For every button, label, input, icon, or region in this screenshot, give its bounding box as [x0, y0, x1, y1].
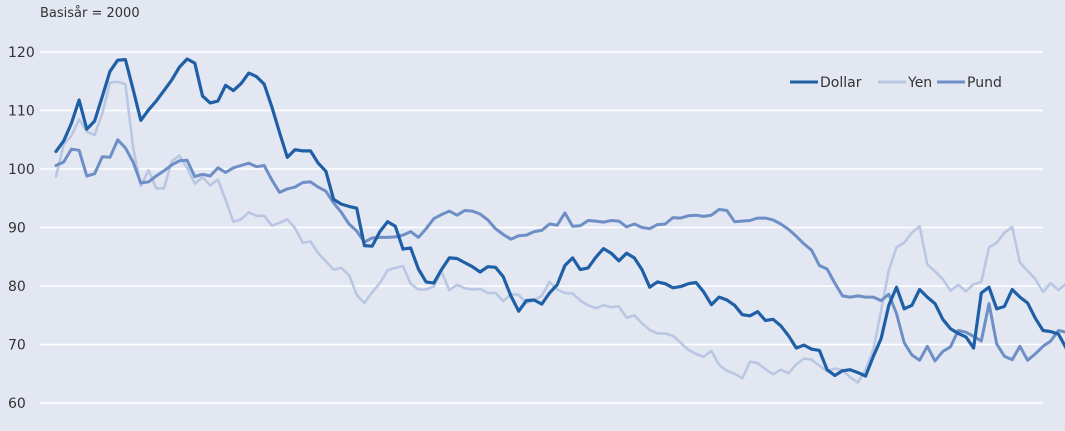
y-tick-label-60: 60	[8, 396, 26, 412]
legend-label-yen: Yen	[907, 75, 932, 91]
y-tick-label-100: 100	[8, 162, 35, 178]
y-tick-label-90: 90	[8, 221, 26, 237]
series-line-pund	[54, 138, 1065, 363]
grid-lines	[40, 51, 1043, 404]
series-lines	[54, 57, 1065, 384]
y-tick-label-110: 110	[8, 104, 35, 120]
legend: Dollar Yen Pund	[790, 75, 1002, 91]
legend-label-pund: Pund	[967, 75, 1002, 91]
y-axis-ticks: 60 70 80 90 100 110 120	[8, 45, 35, 412]
y-tick-label-70: 70	[8, 338, 26, 354]
base-year-note: Basisår = 2000	[40, 6, 140, 21]
series-line-dollar	[54, 57, 1065, 378]
series-line-yen	[54, 80, 1065, 384]
y-tick-label-120: 120	[8, 45, 35, 61]
y-tick-label-80: 80	[8, 279, 26, 295]
legend-label-dollar: Dollar	[820, 75, 862, 91]
